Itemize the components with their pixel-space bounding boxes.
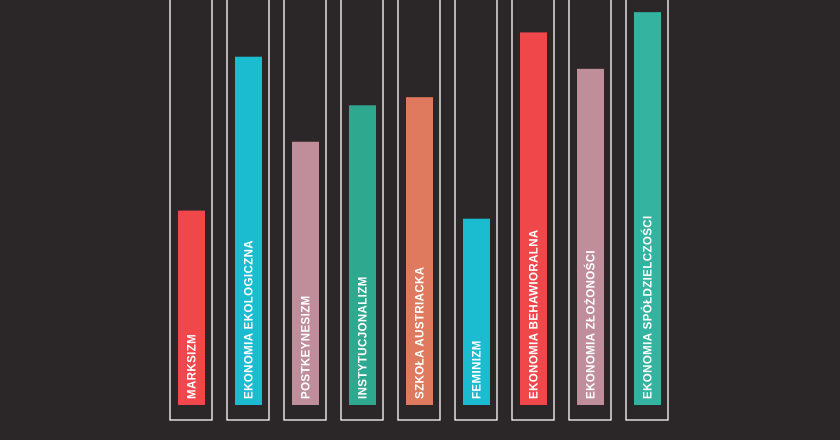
bar-frame [625, 0, 669, 421]
bar-frame [454, 0, 498, 421]
bar-label: EKONOMIA BEHAWIORALNA [529, 229, 541, 399]
bar-frame [340, 0, 384, 421]
bar-label: EKONOMIA SPÓŁDZIELCZOŚCI [642, 215, 655, 399]
bar-7 [520, 32, 547, 406]
bar-5 [406, 97, 433, 405]
bar-4 [349, 105, 376, 406]
bar-label: EKONOMIA EKOLOGICZNA [244, 240, 256, 399]
bar-label: POSTKEYNESIZM [301, 295, 313, 399]
bar-label: SZKOŁA AUSTRIACKA [415, 267, 427, 399]
bar-frame [511, 0, 555, 421]
bar-frame [169, 0, 213, 421]
bar-frame [226, 0, 270, 421]
bar-9 [634, 12, 661, 406]
bar-6 [463, 218, 490, 405]
bar-frame [283, 0, 327, 421]
bar-label: INSTYTUCJONALIZM [358, 276, 370, 399]
bar-frame [397, 0, 441, 421]
bar-label: MARKSIZM [187, 334, 199, 399]
bar-8 [577, 68, 604, 405]
bar-frame [568, 0, 612, 421]
bar-2 [235, 56, 262, 405]
bar-3 [292, 141, 319, 405]
bar-label: FEMINIZM [472, 340, 484, 399]
bar-1 [178, 210, 205, 405]
bar-label: EKONOMIA ZŁOŻONOŚCI [585, 250, 598, 399]
